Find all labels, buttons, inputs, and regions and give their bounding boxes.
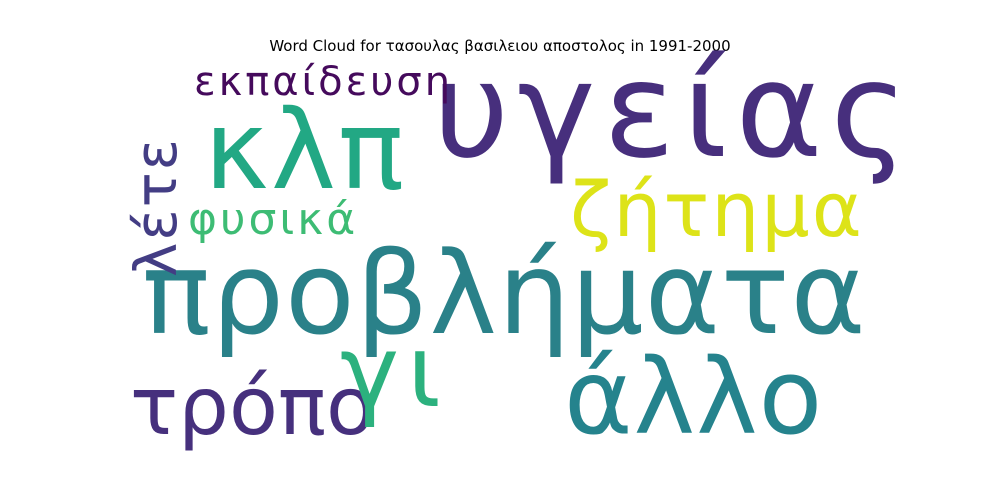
word-cloud: προβλήματα υγείας κλπ άλλο τρόπο γι ζήτη…	[122, 45, 908, 453]
word-problimata: προβλήματα	[142, 227, 867, 360]
word-zitima: ζήτημα	[570, 165, 864, 254]
figure-title: Word Cloud for τασουλας βασιλειου αποστο…	[269, 37, 731, 55]
word-gi: γι	[340, 313, 450, 430]
word-ekpaideysi: εκπαίδευση	[194, 59, 454, 105]
word-lete: λέτε	[122, 137, 190, 277]
word-ygeias: υγείας	[433, 34, 916, 188]
word-tropo: τρόπο	[130, 360, 375, 453]
word-allo: άλλο	[564, 336, 824, 458]
word-klp: κλπ	[204, 86, 407, 214]
word-fysika: φυσικά	[188, 194, 359, 245]
